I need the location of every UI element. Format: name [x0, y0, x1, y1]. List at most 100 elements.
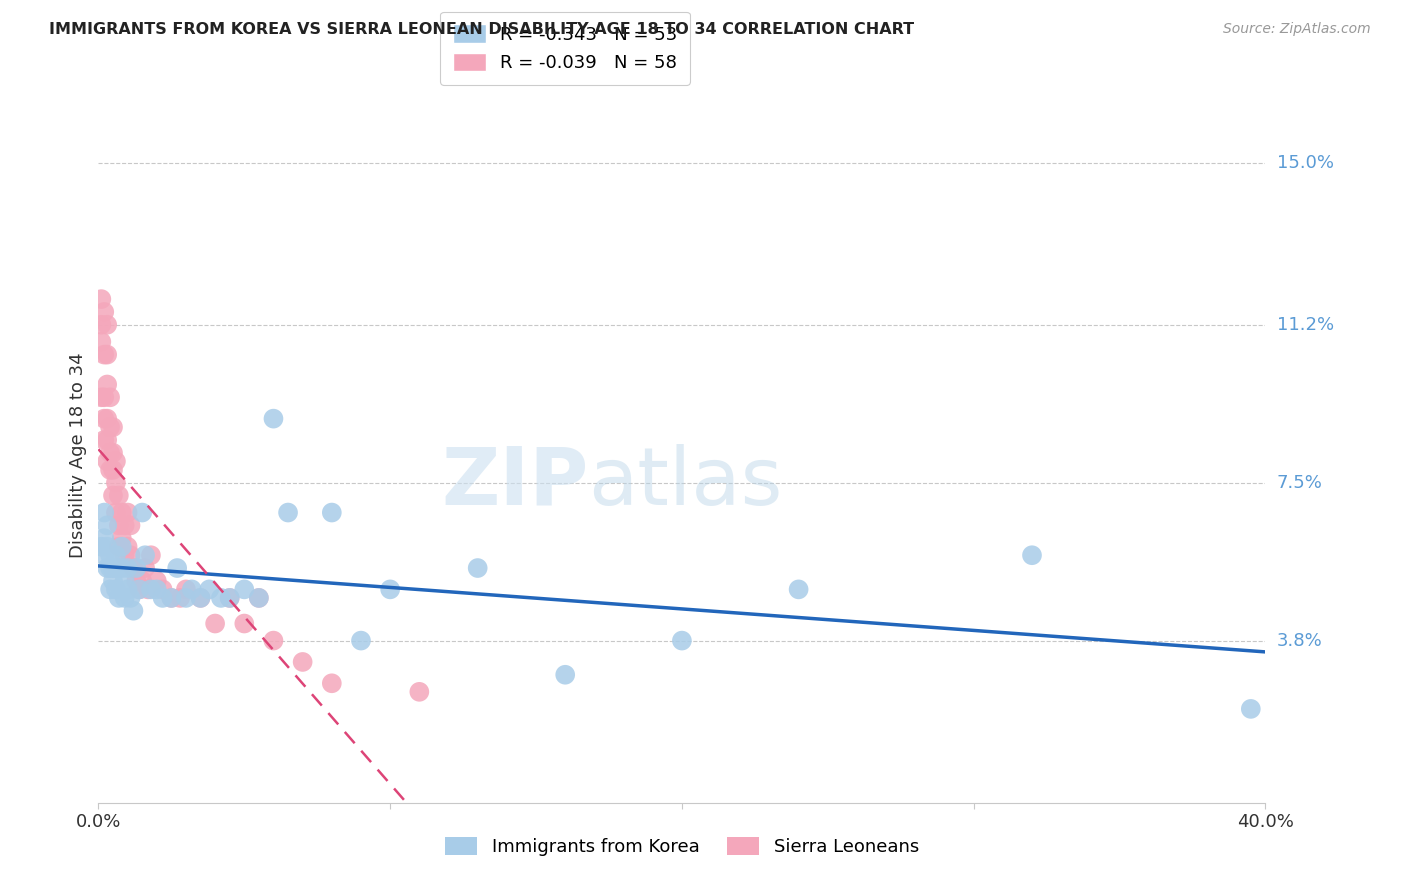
Text: Source: ZipAtlas.com: Source: ZipAtlas.com — [1223, 22, 1371, 37]
Point — [125, 574, 148, 588]
Point — [131, 574, 153, 588]
Point — [134, 548, 156, 562]
Point — [111, 540, 134, 554]
Point — [174, 591, 197, 605]
Point — [96, 411, 118, 425]
Point — [277, 506, 299, 520]
Point — [96, 348, 118, 362]
Point — [117, 561, 139, 575]
Point — [146, 582, 169, 597]
Point — [160, 591, 183, 605]
Point — [114, 591, 136, 605]
Point — [671, 633, 693, 648]
Point — [233, 582, 256, 597]
Point — [174, 582, 197, 597]
Text: 11.2%: 11.2% — [1277, 316, 1334, 334]
Point — [554, 667, 576, 681]
Point — [139, 548, 162, 562]
Point — [101, 446, 124, 460]
Point — [1240, 702, 1263, 716]
Point — [198, 582, 221, 597]
Point — [96, 318, 118, 332]
Point — [108, 540, 131, 554]
Point — [96, 518, 118, 533]
Point — [218, 591, 240, 605]
Point — [104, 475, 127, 490]
Point — [104, 548, 127, 562]
Point — [120, 518, 142, 533]
Point — [93, 531, 115, 545]
Point — [114, 548, 136, 562]
Point — [787, 582, 810, 597]
Point — [104, 454, 127, 468]
Point — [152, 582, 174, 597]
Point — [291, 655, 314, 669]
Point — [190, 591, 212, 605]
Point — [262, 411, 284, 425]
Point — [120, 548, 142, 562]
Point — [93, 348, 115, 362]
Point — [247, 591, 270, 605]
Point — [247, 591, 270, 605]
Point — [96, 377, 118, 392]
Point — [108, 591, 131, 605]
Point — [233, 616, 256, 631]
Point — [136, 582, 159, 597]
Point — [152, 591, 174, 605]
Point — [93, 411, 115, 425]
Point — [146, 574, 169, 588]
Point — [101, 574, 124, 588]
Point — [98, 582, 121, 597]
Point — [408, 685, 430, 699]
Text: IMMIGRANTS FROM KOREA VS SIERRA LEONEAN DISABILITY AGE 18 TO 34 CORRELATION CHAR: IMMIGRANTS FROM KOREA VS SIERRA LEONEAN … — [49, 22, 914, 37]
Point — [98, 548, 121, 562]
Point — [98, 446, 121, 460]
Point — [104, 506, 127, 520]
Point — [117, 506, 139, 520]
Point — [90, 292, 112, 306]
Point — [125, 561, 148, 575]
Text: 7.5%: 7.5% — [1277, 474, 1323, 491]
Point — [98, 390, 121, 404]
Point — [134, 561, 156, 575]
Point — [93, 305, 115, 319]
Point — [101, 488, 124, 502]
Point — [98, 561, 121, 575]
Point — [114, 574, 136, 588]
Point — [380, 582, 402, 597]
Point — [101, 420, 124, 434]
Point — [128, 582, 150, 597]
Text: 15.0%: 15.0% — [1277, 153, 1333, 171]
Point — [93, 506, 115, 520]
Point — [166, 561, 188, 575]
Point — [98, 420, 121, 434]
Point — [262, 633, 284, 648]
Point — [122, 604, 145, 618]
Point — [111, 531, 134, 545]
Point — [131, 506, 153, 520]
Text: ZIP: ZIP — [441, 443, 589, 522]
Point — [180, 582, 202, 597]
Point — [117, 540, 139, 554]
Point — [93, 390, 115, 404]
Point — [122, 561, 145, 575]
Point — [104, 582, 127, 597]
Point — [90, 540, 112, 554]
Point — [467, 561, 489, 575]
Point — [350, 633, 373, 648]
Point — [169, 591, 191, 605]
Point — [108, 561, 131, 575]
Point — [321, 506, 343, 520]
Point — [104, 561, 127, 575]
Point — [108, 488, 131, 502]
Point — [90, 318, 112, 332]
Point — [218, 591, 240, 605]
Point — [90, 390, 112, 404]
Point — [96, 540, 118, 554]
Point — [111, 561, 134, 575]
Point — [90, 334, 112, 349]
Point — [209, 591, 232, 605]
Point — [96, 433, 118, 447]
Point — [160, 591, 183, 605]
Point — [98, 463, 121, 477]
